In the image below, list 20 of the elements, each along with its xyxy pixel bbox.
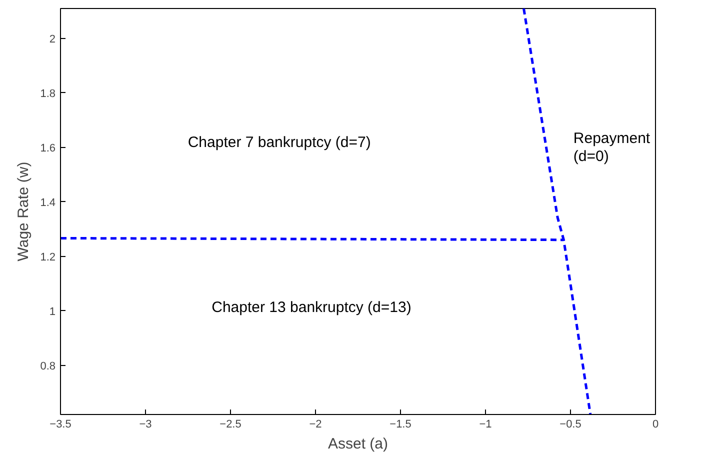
x-tick-label: −1: [479, 418, 492, 430]
x-tick-label: −2.5: [220, 418, 242, 430]
x-tick-label: −2: [309, 418, 322, 430]
x-tick-label: −3.5: [50, 418, 72, 430]
x-tick-label: 0: [652, 418, 659, 430]
y-tick-label: 2: [49, 33, 56, 46]
annotation: Repayment (d=0): [573, 130, 651, 165]
y-tick-label: 1: [49, 306, 56, 318]
x-axis-title: Asset (a): [328, 436, 388, 452]
y-tick-label: 1.2: [40, 251, 56, 264]
annotation: Chapter 13 bankruptcy (d=13): [212, 298, 412, 316]
y-tick-label: 1.8: [40, 88, 56, 100]
x-tick-label: −1.5: [390, 418, 412, 430]
y-tick-label: 1.6: [40, 142, 56, 154]
y-tick-label: 1.4: [40, 196, 56, 209]
x-tick-label: −3: [139, 418, 152, 430]
y-axis-title: Wage Rate (w): [15, 162, 32, 262]
y-tick-label: 0.8: [40, 360, 56, 372]
x-tick-label: −0.5: [560, 418, 582, 430]
annotation: Chapter 7 bankruptcy (d=7): [188, 134, 371, 151]
